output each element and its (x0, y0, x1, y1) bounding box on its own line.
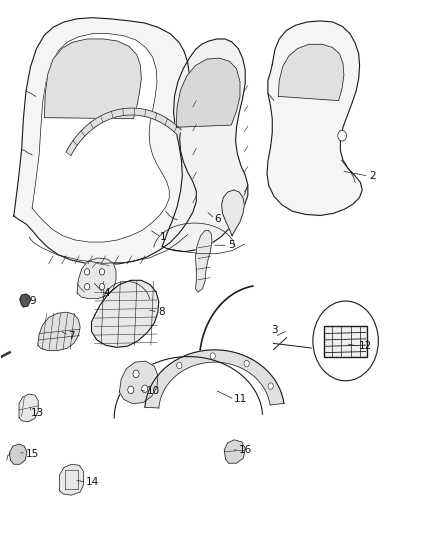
Circle shape (85, 284, 90, 290)
Polygon shape (66, 108, 181, 156)
Polygon shape (176, 58, 240, 127)
Polygon shape (14, 18, 196, 264)
Circle shape (128, 386, 134, 393)
Text: 7: 7 (68, 330, 75, 341)
Polygon shape (19, 394, 38, 422)
Text: 14: 14 (86, 477, 99, 487)
Circle shape (85, 269, 90, 275)
Polygon shape (92, 280, 159, 348)
Text: 16: 16 (239, 445, 252, 455)
Circle shape (268, 383, 273, 389)
Circle shape (142, 385, 148, 392)
Polygon shape (77, 258, 116, 298)
Circle shape (244, 360, 249, 367)
Text: 6: 6 (215, 214, 221, 224)
Circle shape (177, 362, 182, 369)
Text: 5: 5 (228, 240, 234, 250)
Circle shape (133, 370, 139, 377)
Text: 11: 11 (234, 394, 247, 405)
Circle shape (99, 269, 105, 275)
Polygon shape (224, 440, 245, 463)
Polygon shape (162, 39, 248, 252)
Polygon shape (267, 21, 362, 215)
Polygon shape (195, 230, 212, 292)
Text: 3: 3 (272, 325, 278, 335)
Text: 1: 1 (160, 232, 167, 243)
Circle shape (313, 301, 378, 381)
Text: 10: 10 (147, 386, 160, 397)
Polygon shape (32, 34, 169, 242)
Circle shape (338, 131, 346, 141)
Polygon shape (20, 294, 30, 307)
Polygon shape (145, 350, 284, 408)
Polygon shape (222, 190, 244, 236)
Polygon shape (44, 39, 141, 119)
Text: 2: 2 (370, 171, 376, 181)
Bar (324, 326, 367, 357)
Circle shape (99, 284, 105, 290)
Text: 8: 8 (158, 306, 165, 317)
Polygon shape (38, 312, 80, 351)
Text: 9: 9 (29, 296, 36, 306)
Circle shape (210, 353, 215, 359)
Polygon shape (10, 444, 27, 464)
Polygon shape (60, 464, 84, 495)
Text: 15: 15 (26, 449, 39, 458)
Polygon shape (279, 44, 344, 101)
Text: 13: 13 (31, 408, 45, 418)
Text: 12: 12 (359, 341, 372, 351)
Text: 4: 4 (103, 288, 110, 298)
Polygon shape (120, 361, 158, 403)
